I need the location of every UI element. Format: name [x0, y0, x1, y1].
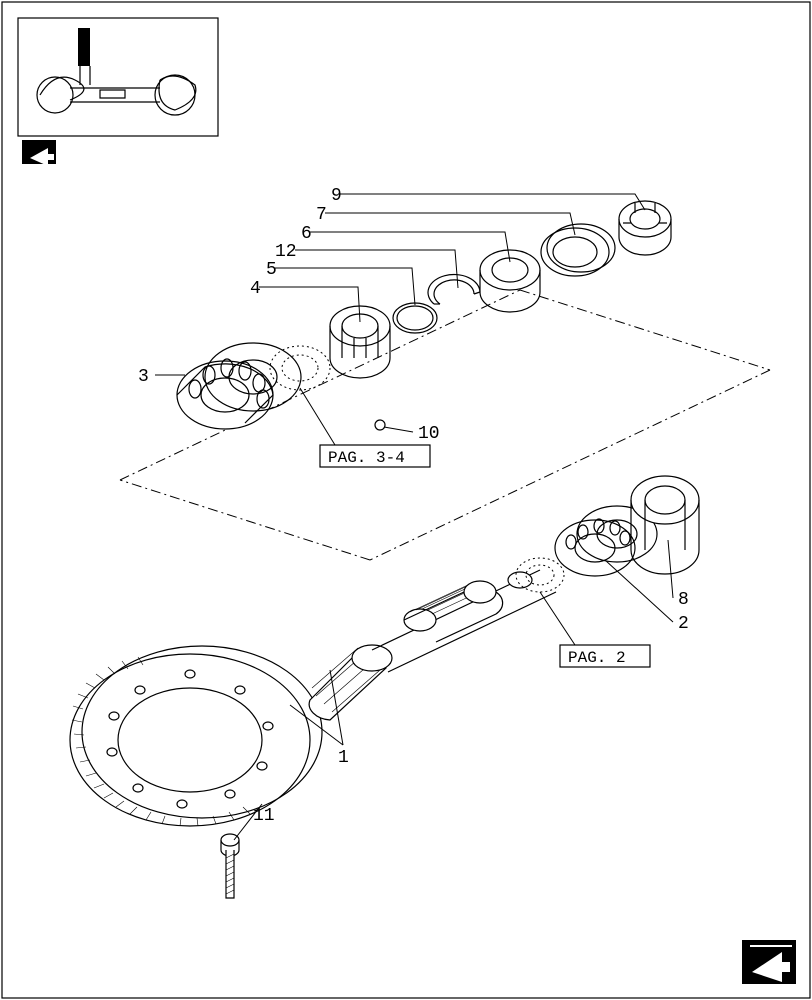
- part-1-ring-gear: [70, 646, 322, 826]
- diagram-canvas: 9 7 6 12 5 4 3 10 1 11 2 8 PAG. 3-4 PAG.…: [0, 0, 812, 1000]
- part-7-washer: [541, 224, 615, 276]
- part-12-snapring-half: [428, 275, 480, 304]
- callout-6: 6: [301, 224, 312, 244]
- callout-12: 12: [275, 242, 297, 262]
- callout-9: 9: [331, 186, 342, 206]
- inset-arrow-icon: [22, 140, 56, 166]
- callout-2: 2: [678, 614, 689, 634]
- part-5-oring: [393, 303, 437, 333]
- reference-inset: [18, 18, 218, 166]
- callout-4: 4: [250, 279, 261, 299]
- callout-1: 1: [338, 748, 349, 768]
- callout-8: 8: [678, 590, 689, 610]
- callout-3: 3: [138, 367, 149, 387]
- callout-10: 10: [418, 424, 440, 444]
- pinion-shaft: [372, 570, 556, 672]
- part-11-bolt: [221, 834, 239, 898]
- upper-stack: [177, 201, 671, 430]
- part-1-pinion: [309, 645, 392, 720]
- nav-arrow-icon[interactable]: [742, 940, 796, 984]
- pag-ref-2: PAG. 2: [560, 645, 650, 667]
- part-3-bearing: [177, 343, 301, 429]
- pag-34-label: PAG. 3-4: [328, 449, 405, 467]
- part-8-sleeve: [631, 476, 699, 574]
- lower-assembly: [70, 476, 699, 898]
- pag-ref-34: PAG. 3-4: [320, 445, 430, 467]
- callout-11: 11: [253, 806, 275, 826]
- pag-2-label: PAG. 2: [568, 649, 626, 667]
- part-10-ball: [375, 420, 385, 430]
- callout-7: 7: [316, 205, 327, 225]
- callout-5: 5: [266, 260, 277, 280]
